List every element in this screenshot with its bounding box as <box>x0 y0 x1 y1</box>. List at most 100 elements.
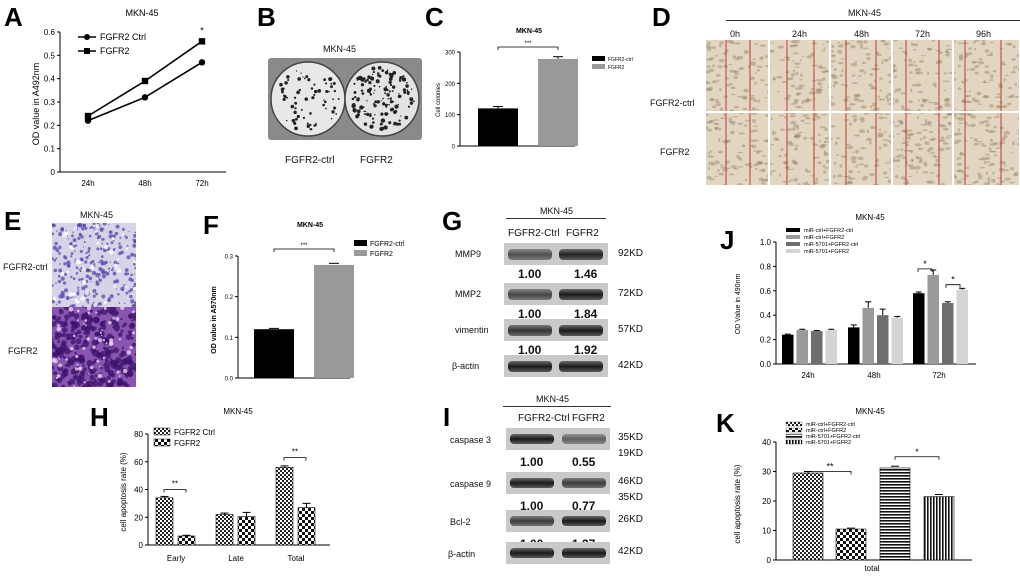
colony-dot <box>366 112 370 116</box>
colony-dot <box>311 96 315 100</box>
membrane-pore <box>73 385 76 387</box>
cell-texture <box>795 87 801 90</box>
panel-h-bar <box>297 507 316 546</box>
panel-g-col-ctrl: FGFR2-Ctrl <box>508 228 560 239</box>
colony-dot <box>368 81 372 85</box>
cell-texture <box>933 113 941 116</box>
stained-cell <box>84 260 88 264</box>
panel-k-title: MKN-45 <box>855 407 885 416</box>
stained-cell <box>82 246 85 248</box>
cell-texture <box>832 55 836 57</box>
cell-texture <box>973 48 977 51</box>
stained-cell <box>58 346 63 351</box>
colony-dot <box>388 90 391 93</box>
panel-h-significance: ** <box>172 480 178 489</box>
cell-texture <box>857 156 864 161</box>
stained-cell <box>129 294 133 299</box>
stained-cell <box>133 239 136 243</box>
cell-texture <box>837 174 843 178</box>
cell-texture <box>793 100 798 105</box>
cell-texture <box>1009 167 1015 171</box>
cell-texture <box>707 155 714 158</box>
panel-label-j: J <box>720 225 735 255</box>
plate-label-left: FGFR2-ctrl <box>285 155 335 166</box>
stained-cell <box>105 271 110 276</box>
cell-texture <box>887 179 892 184</box>
cell-texture <box>847 175 851 180</box>
cell-texture <box>957 170 962 173</box>
stained-cell <box>113 363 118 368</box>
cell-texture <box>801 55 805 57</box>
stained-cell <box>84 226 88 230</box>
cell-texture <box>736 156 740 160</box>
blot-band <box>508 288 552 300</box>
cell-texture <box>756 160 763 165</box>
panel-f-legend-label: FGFR2 <box>370 251 393 258</box>
colony-dot <box>388 121 392 125</box>
cell-texture <box>817 161 822 165</box>
colony-dot <box>381 69 385 73</box>
cell-texture <box>935 49 939 52</box>
colony-dot <box>404 115 409 120</box>
stained-cell <box>52 338 54 341</box>
membrane-pore <box>102 338 106 342</box>
colony-dot <box>386 69 389 71</box>
cell-texture <box>858 75 862 78</box>
blot-membrane <box>506 472 610 494</box>
cell-texture <box>839 74 843 78</box>
cell-texture <box>752 100 759 103</box>
stained-cell <box>52 384 55 387</box>
cell-texture <box>728 173 735 176</box>
stained-cell <box>78 334 83 339</box>
cell-texture <box>991 178 996 183</box>
membrane-pore <box>126 350 132 355</box>
colony-dot <box>383 125 388 130</box>
cell-texture <box>832 174 836 179</box>
cell-texture <box>730 165 737 169</box>
stained-cell <box>124 235 127 237</box>
stained-cell <box>126 272 130 276</box>
cell-texture <box>989 103 994 108</box>
membrane-pore <box>52 358 57 363</box>
membrane-pore <box>103 245 109 250</box>
cell-texture <box>911 159 914 163</box>
stained-cell <box>124 268 129 272</box>
membrane-pore <box>98 365 101 368</box>
stained-cell <box>77 289 80 292</box>
stained-cell <box>112 347 119 354</box>
membrane-pore <box>69 346 74 351</box>
cell-texture <box>823 141 831 143</box>
cell-texture <box>765 175 769 177</box>
cell-texture <box>897 154 905 156</box>
stained-cell <box>52 299 56 304</box>
panel-d-row-label-ctrl: FGFR2-ctrl <box>650 98 695 108</box>
panel-d-time-label: 96h <box>976 29 992 39</box>
stained-cell <box>52 284 54 287</box>
colony-dot <box>352 107 356 111</box>
stained-cell <box>93 263 96 266</box>
cell-texture <box>879 77 883 80</box>
colony-dot <box>298 88 302 92</box>
cell-texture <box>886 47 890 49</box>
panel-k-legend-label: miR-5701+FGFR2-ctrl <box>806 434 860 440</box>
stained-cell <box>106 242 109 246</box>
transwell-image-ctrl <box>52 223 136 307</box>
membrane-pore <box>87 372 90 375</box>
panel-a-point <box>141 94 149 101</box>
stained-cell <box>79 270 82 273</box>
cell-texture <box>907 134 914 137</box>
cell-texture <box>855 118 858 121</box>
stained-cell <box>76 376 82 383</box>
stained-cell <box>85 298 90 302</box>
membrane-pore <box>95 223 100 228</box>
stained-cell <box>108 223 110 226</box>
panel-j-bar <box>913 293 925 364</box>
cell-texture <box>953 113 957 117</box>
blot-band <box>562 434 606 444</box>
stained-cell <box>78 354 83 359</box>
cell-texture <box>869 172 875 177</box>
cell-texture <box>742 107 748 111</box>
cell-texture <box>776 90 780 93</box>
panel-j-bar <box>927 274 939 364</box>
cell-texture <box>741 144 746 148</box>
